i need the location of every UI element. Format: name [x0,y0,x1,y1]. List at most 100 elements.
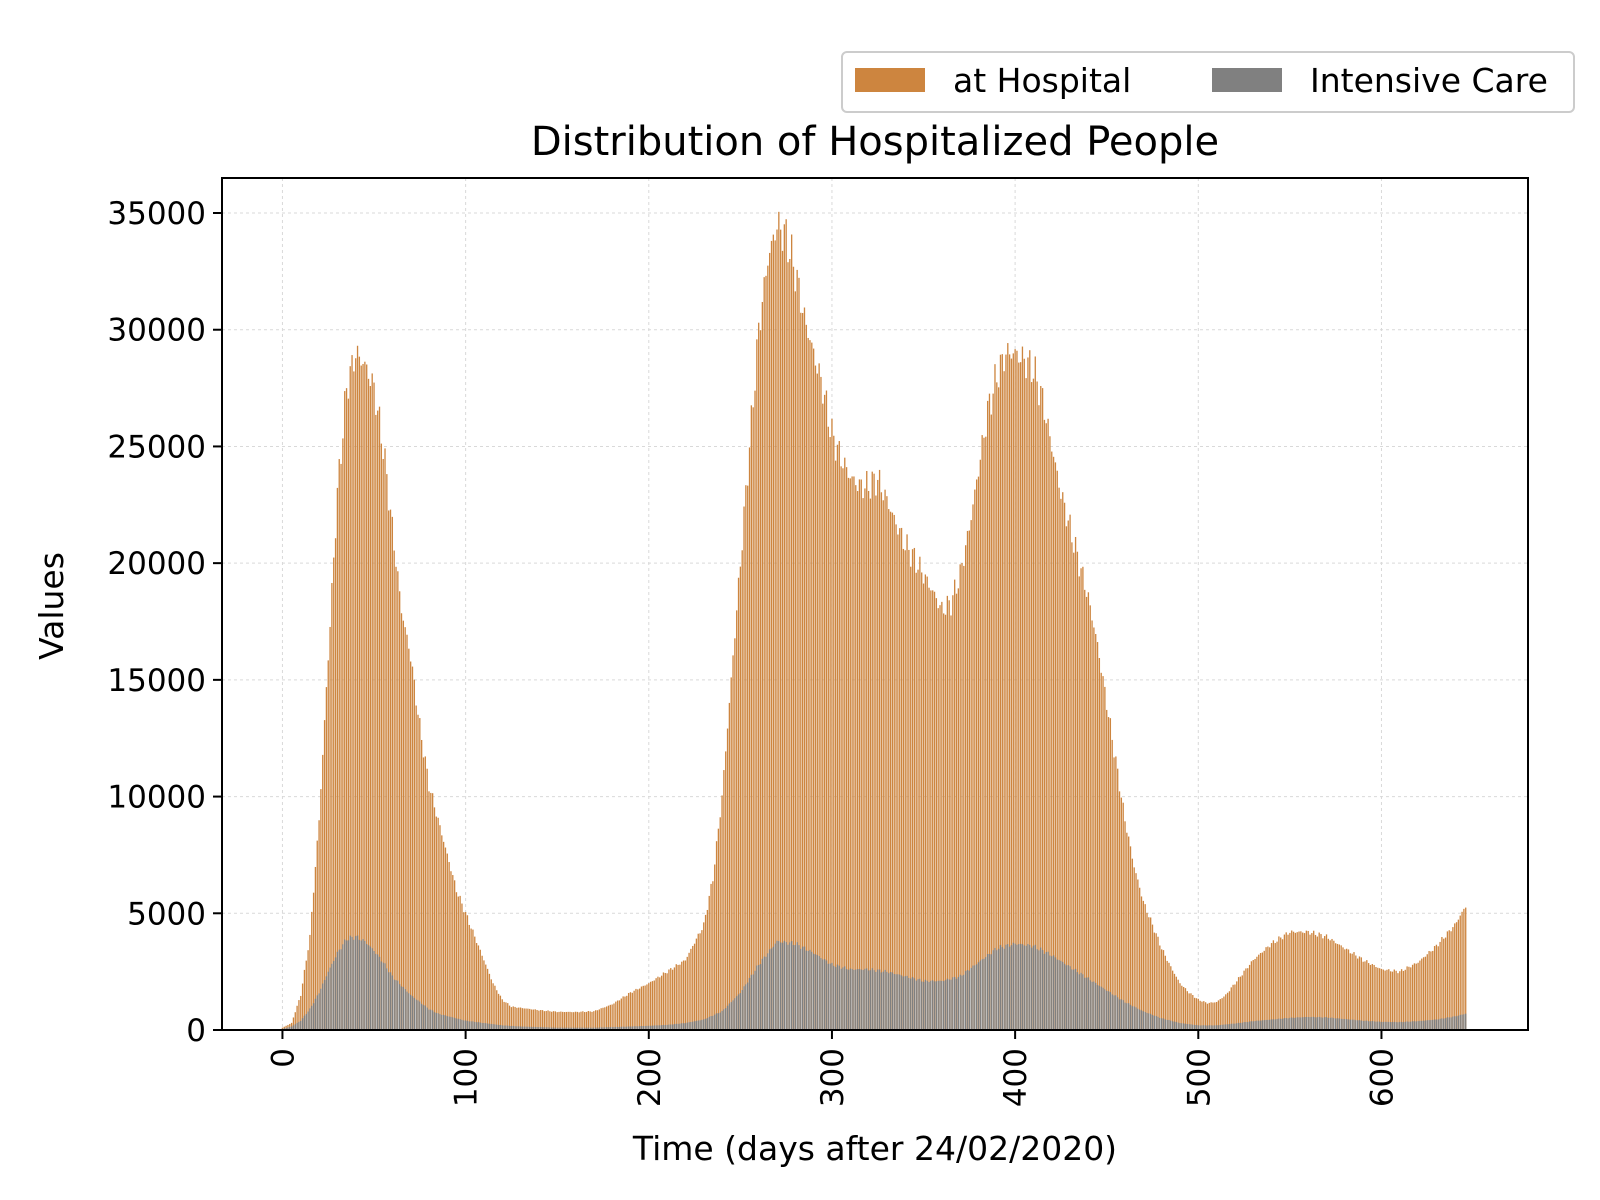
bar [736,610,738,1030]
bar [1043,419,1046,1030]
bar [296,1022,298,1030]
bar [512,1025,514,1030]
bar [1344,1018,1346,1030]
bar [921,572,923,1030]
bar [571,1027,573,1030]
bar [1113,757,1115,1030]
bar [345,388,348,1030]
bar [774,943,776,1030]
bar [422,757,425,1030]
bar [884,969,886,1030]
bar [362,363,364,1030]
bar [408,648,410,1030]
bar [1388,1021,1390,1030]
bar [1215,1001,1218,1030]
bar [1457,1015,1460,1030]
bar [928,982,930,1030]
bar [1041,388,1044,1030]
bar [395,980,397,1030]
bar [739,566,742,1030]
bar [1049,436,1051,1030]
bar [1441,1018,1443,1030]
bar [1225,994,1227,1030]
bar [1248,964,1251,1030]
x-tick-label: 600 [1364,1048,1400,1107]
bar [747,485,749,1031]
bar [1316,936,1319,1030]
bar [1164,1019,1166,1030]
bar [715,841,718,1030]
bar [1408,966,1410,1030]
bar [1391,1021,1394,1030]
bar [1353,1019,1355,1030]
bar [1333,940,1335,1030]
bar [1007,343,1009,1031]
bar [620,998,622,1030]
bar [1351,953,1353,1030]
bar [790,941,793,1030]
bar [463,1020,465,1030]
bar [364,940,366,1030]
bar [552,1027,555,1030]
bar [955,978,958,1030]
bar [1173,1021,1176,1030]
bar [1161,1018,1163,1030]
bar [1263,950,1265,1030]
bar [1247,1022,1249,1030]
bar [1250,961,1253,1030]
bar [369,386,372,1030]
bar [1133,1006,1135,1030]
bar [503,1025,505,1030]
bar [765,956,767,1030]
bar [954,976,956,1030]
bar [1382,1021,1384,1030]
bar [1291,1017,1293,1030]
bar [635,1026,637,1030]
bar [911,549,914,1030]
bar [1450,931,1452,1030]
bar [584,1027,586,1030]
bar [1303,933,1306,1030]
bar [968,970,970,1030]
bar [1195,998,1198,1030]
bar [486,1023,489,1030]
bar [739,993,742,1030]
bar [823,394,826,1030]
bar [1331,1017,1333,1030]
bar [1307,930,1309,1030]
bar [1300,1017,1302,1030]
bar [1331,938,1333,1030]
bar [1193,1024,1196,1030]
bar [1008,946,1011,1030]
bar [1448,930,1450,1030]
bar [741,550,743,1030]
bar [730,677,732,1030]
bar [877,479,879,1030]
bar [519,1007,522,1030]
bar [364,361,366,1030]
bar [1358,956,1361,1030]
bar [303,1015,306,1030]
bar [334,957,337,1030]
bar [501,999,503,1030]
bar [1014,943,1016,1030]
bar [459,1019,461,1030]
bar [1243,1022,1245,1030]
bar [651,981,654,1030]
bar [820,376,822,1030]
bar [1269,1019,1271,1030]
bar [730,1002,732,1030]
bar [1307,1016,1309,1030]
bar [1115,995,1117,1030]
bar [640,1025,643,1030]
bar [774,240,776,1031]
bar [397,571,399,1030]
bar [551,1011,553,1030]
bar [593,1027,595,1030]
bar [410,661,412,1030]
bar [565,1027,568,1030]
bar [681,961,683,1030]
bar [649,1025,652,1030]
bar [1192,1024,1194,1030]
bar [1389,971,1392,1030]
